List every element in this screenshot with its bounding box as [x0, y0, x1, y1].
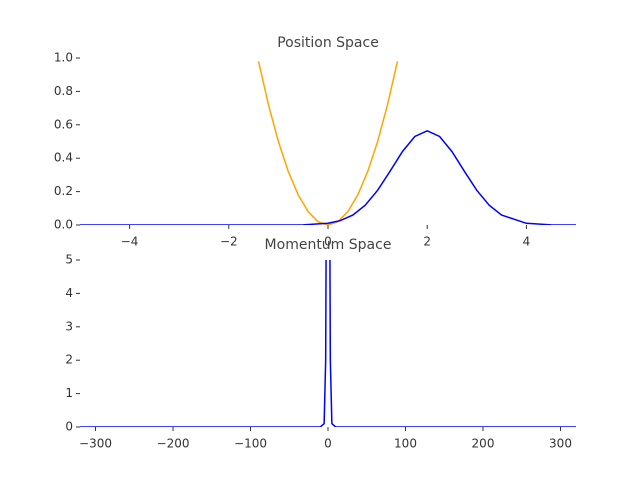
x-tick-label: −200	[157, 437, 190, 451]
y-tick-label: 3	[65, 319, 73, 333]
y-tick-label: 2	[65, 353, 73, 367]
y-tick-label: 1	[65, 386, 73, 400]
x-tick-label: −4	[121, 235, 139, 249]
x-tick-label: −300	[79, 437, 112, 451]
x-tick-label: 0	[324, 235, 332, 249]
y-tick-label: 0.2	[54, 184, 73, 198]
y-tick-label: 1.0	[54, 51, 73, 65]
x-tick-label: 0	[324, 437, 332, 451]
y-tick-label: 0.8	[54, 84, 73, 98]
x-tick-label: 100	[394, 437, 417, 451]
axes: 0.0 0.2 0.4 0.6 0.8 1.0 −4 −2 0 2 4 Position Space	[54, 35, 576, 249]
x-tick-label: 2	[423, 235, 431, 249]
line-series	[80, 129, 576, 225]
line-series	[80, 260, 576, 427]
x-tick-label: 300	[549, 437, 572, 451]
y-tick-label: 0.6	[54, 117, 73, 131]
x-tick-label: −2	[220, 235, 238, 249]
y-tick-label: 0	[65, 420, 73, 434]
x-tick-label: 4	[523, 235, 531, 249]
y-tick-label: 4	[65, 286, 73, 300]
y-tick-label: 0.4	[54, 151, 73, 165]
x-tick-label: −100	[234, 437, 267, 451]
axes: 0 1 2 3 4 5 −300 −200 −100 0 100 200 300 Momentum Spa…	[65, 237, 576, 451]
y-tick-label: 0.0	[54, 218, 73, 232]
x-tick-label: 200	[472, 437, 495, 451]
y-tick-label: 5	[65, 253, 73, 267]
chart-title: Momentum Space	[265, 237, 392, 253]
line-series	[257, 61, 399, 225]
chart-title: Position Space	[277, 35, 379, 51]
